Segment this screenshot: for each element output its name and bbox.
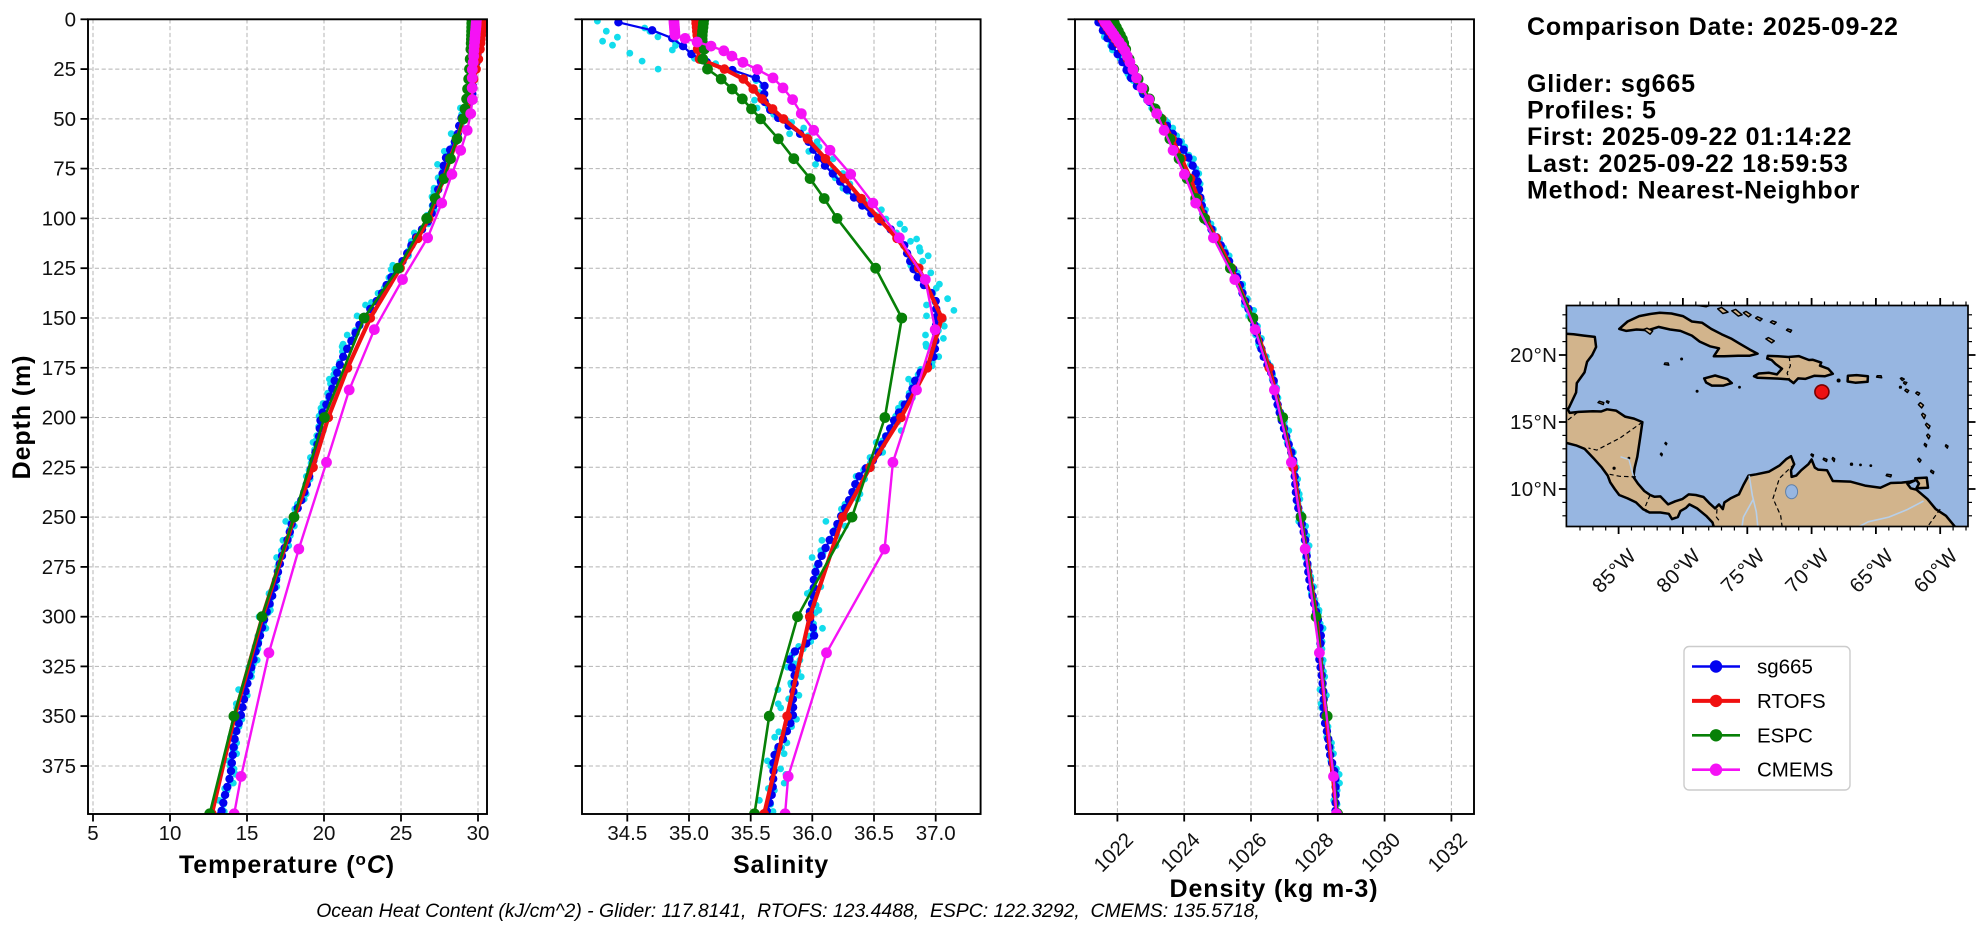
svg-text:150: 150 (42, 307, 76, 330)
svg-text:225: 225 (42, 456, 76, 479)
svg-text:RTOFS: RTOFS (1757, 690, 1826, 713)
svg-text:100: 100 (42, 207, 76, 230)
svg-text:15: 15 (236, 822, 259, 845)
svg-text:20: 20 (313, 822, 336, 845)
svg-text:350: 350 (42, 705, 76, 728)
svg-text:35.0: 35.0 (669, 822, 709, 845)
svg-text:36.0: 36.0 (792, 822, 832, 845)
svg-text:Depth (m): Depth (m) (8, 355, 36, 480)
svg-text:5: 5 (87, 822, 98, 845)
svg-text:CMEMS: CMEMS (1757, 759, 1833, 782)
svg-text:25: 25 (390, 822, 413, 845)
svg-text:375: 375 (42, 755, 76, 778)
svg-text:20°N: 20°N (1510, 344, 1557, 367)
svg-text:125: 125 (42, 257, 76, 280)
svg-text:Glider: sg665: Glider: sg665 (1527, 70, 1696, 98)
svg-text:10: 10 (159, 822, 182, 845)
svg-text:50: 50 (53, 108, 76, 131)
svg-text:Method: Nearest-Neighbor: Method: Nearest-Neighbor (1527, 177, 1860, 205)
svg-text:35.5: 35.5 (731, 822, 771, 845)
svg-text:175: 175 (42, 357, 76, 380)
svg-text:300: 300 (42, 606, 76, 629)
svg-text:200: 200 (42, 407, 76, 430)
svg-text:ESPC: ESPC (1757, 724, 1813, 747)
svg-text:sg665: sg665 (1757, 656, 1813, 679)
svg-text:10°N: 10°N (1510, 478, 1557, 501)
svg-text:0: 0 (65, 8, 76, 31)
svg-text:36.5: 36.5 (854, 822, 894, 845)
svg-text:75: 75 (53, 158, 76, 181)
svg-text:325: 325 (42, 655, 76, 678)
svg-text:30: 30 (467, 822, 490, 845)
svg-text:Density (kg m-3): Density (kg m-3) (1170, 875, 1379, 903)
svg-text:275: 275 (42, 556, 76, 579)
svg-text:34.5: 34.5 (607, 822, 647, 845)
svg-text:Profiles: 5: Profiles: 5 (1527, 97, 1657, 125)
svg-text:Last: 2025-09-22 18:59:53: Last: 2025-09-22 18:59:53 (1527, 150, 1849, 178)
svg-text:25: 25 (53, 58, 76, 81)
svg-text:Salinity: Salinity (733, 851, 829, 879)
svg-text:Comparison Date: 2025-09-22: Comparison Date: 2025-09-22 (1527, 13, 1899, 41)
svg-text:250: 250 (42, 506, 76, 529)
svg-text:Ocean Heat Content (kJ/cm^2) -: Ocean Heat Content (kJ/cm^2) - Glider: 1… (316, 900, 1260, 922)
svg-text:First: 2025-09-22 01:14:22: First: 2025-09-22 01:14:22 (1527, 123, 1852, 151)
svg-text:15°N: 15°N (1510, 411, 1557, 434)
svg-text:37.0: 37.0 (916, 822, 956, 845)
